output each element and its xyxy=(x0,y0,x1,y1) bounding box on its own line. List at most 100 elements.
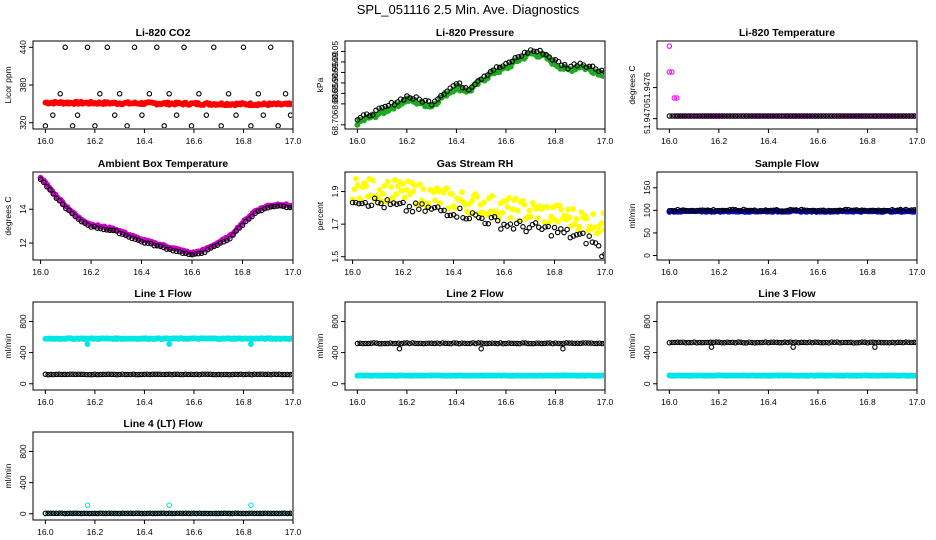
x-tick-label: 16.4 xyxy=(760,136,777,146)
y-tick-label: 400 xyxy=(642,345,652,359)
sample-raw-point xyxy=(760,208,766,214)
x-tick-label: 16.4 xyxy=(448,136,465,146)
rh-avg-point xyxy=(573,216,580,222)
x-tick-label: 17.0 xyxy=(597,397,614,407)
y-tick-label: 320 xyxy=(18,115,28,129)
rh-raw-point xyxy=(551,224,558,231)
rh-raw-point xyxy=(409,208,416,215)
line4-raw-point xyxy=(202,510,208,517)
line4-raw-point xyxy=(171,510,178,517)
temp-dark-point xyxy=(801,113,807,119)
line2-raw-point xyxy=(420,340,427,347)
line3-raw-point xyxy=(773,339,780,346)
pressure-raw-point xyxy=(435,96,441,102)
line3-raw-point xyxy=(776,339,783,346)
rh-raw-point xyxy=(390,200,397,206)
co2-raw-point xyxy=(166,91,172,97)
line4-flow-ylabel: ml/min xyxy=(3,463,13,488)
rh-raw-point xyxy=(397,200,403,207)
temp-magenta-point xyxy=(666,69,673,75)
line2-raw-point xyxy=(519,340,526,346)
line3-raw-point xyxy=(688,339,695,346)
line4-raw-point xyxy=(237,510,244,517)
line2-raw-point xyxy=(588,340,594,346)
rh-raw-point xyxy=(438,207,444,214)
sample-raw-point xyxy=(839,207,846,214)
line3-raw-point xyxy=(787,339,794,345)
gas-stream-rh-points xyxy=(349,175,604,259)
sample-raw-point xyxy=(853,207,860,213)
line3-raw-point xyxy=(878,339,884,346)
rh-avg-point xyxy=(459,189,465,196)
line4-raw-point xyxy=(122,510,128,517)
sample-raw-point xyxy=(905,208,912,214)
temp-dark-point xyxy=(707,113,714,119)
temp-dark-point xyxy=(828,113,835,119)
co2-raw-point xyxy=(42,123,49,128)
rh-avg-point xyxy=(598,220,604,226)
sample-raw-point xyxy=(702,207,708,214)
rh-raw-point xyxy=(564,226,570,233)
temp-dark-point xyxy=(677,113,684,119)
co2-raw-point xyxy=(116,91,123,97)
line2-raw-point xyxy=(503,340,509,347)
y-tick-label: 0 xyxy=(18,511,28,516)
line3-raw-point xyxy=(694,340,700,346)
line1-raw-point xyxy=(72,371,79,378)
li820-temperature-points xyxy=(666,43,916,119)
box-raw-point xyxy=(37,176,44,183)
temp-dark-point xyxy=(861,113,868,119)
line2-raw-point xyxy=(393,340,399,347)
line4-raw-point xyxy=(64,510,71,517)
temp-dark-point xyxy=(773,113,780,119)
line1-raw-point xyxy=(158,371,164,378)
rh-raw-point xyxy=(447,212,454,219)
line2-raw-point xyxy=(428,340,435,347)
box-raw-point xyxy=(192,251,198,257)
box-raw-point xyxy=(261,205,268,212)
y-tick-label: 68.80 xyxy=(330,93,340,115)
line4-raw-point xyxy=(240,510,247,517)
y-tick-label: 150 xyxy=(642,180,652,194)
x-tick-label: 16.6 xyxy=(186,136,203,146)
line4-raw-point xyxy=(163,510,170,517)
line4-raw-point xyxy=(48,510,54,517)
line4-raw-point xyxy=(215,510,222,517)
line3-raw-point xyxy=(839,339,846,346)
rh-raw-point xyxy=(365,203,372,209)
sample-raw-point xyxy=(886,208,893,214)
pressure-raw-point xyxy=(456,80,463,86)
line2-raw-point xyxy=(382,340,388,347)
rh-avg-point xyxy=(443,185,450,192)
line3-raw-point xyxy=(710,339,717,346)
temp-dark-point xyxy=(765,113,772,119)
sample-raw-point xyxy=(867,207,873,214)
temp-dark-point xyxy=(746,113,752,119)
rh-raw-point xyxy=(595,243,602,249)
line2-raw-point xyxy=(489,340,495,346)
line1-raw-point xyxy=(105,371,112,377)
pressure-raw-point xyxy=(444,88,450,95)
box-raw-point xyxy=(227,235,233,242)
line2-raw-point xyxy=(522,340,528,346)
temp-dark-point xyxy=(804,113,810,119)
temp-dark-point xyxy=(705,113,711,119)
line1-raw-point xyxy=(78,371,84,378)
line2-raw-point xyxy=(409,340,416,346)
sample-raw-point xyxy=(878,208,884,214)
sample-raw-point xyxy=(856,207,862,214)
pressure-raw-point xyxy=(419,99,426,105)
co2-raw-point xyxy=(282,91,289,97)
line3-raw-point xyxy=(820,339,827,346)
y-tick-label: 14 xyxy=(18,204,28,214)
box-raw-point xyxy=(233,228,239,234)
pressure-raw-point xyxy=(586,63,593,70)
x-tick-label: 16.8 xyxy=(234,267,251,277)
rh-avg-point xyxy=(570,206,576,212)
line2-raw-point xyxy=(599,340,604,347)
line1-raw-point xyxy=(169,371,175,378)
line2-avg-point xyxy=(602,372,604,379)
line1-raw-point xyxy=(196,371,203,378)
line2-raw-point xyxy=(387,340,394,346)
line1-raw-point xyxy=(138,371,145,378)
